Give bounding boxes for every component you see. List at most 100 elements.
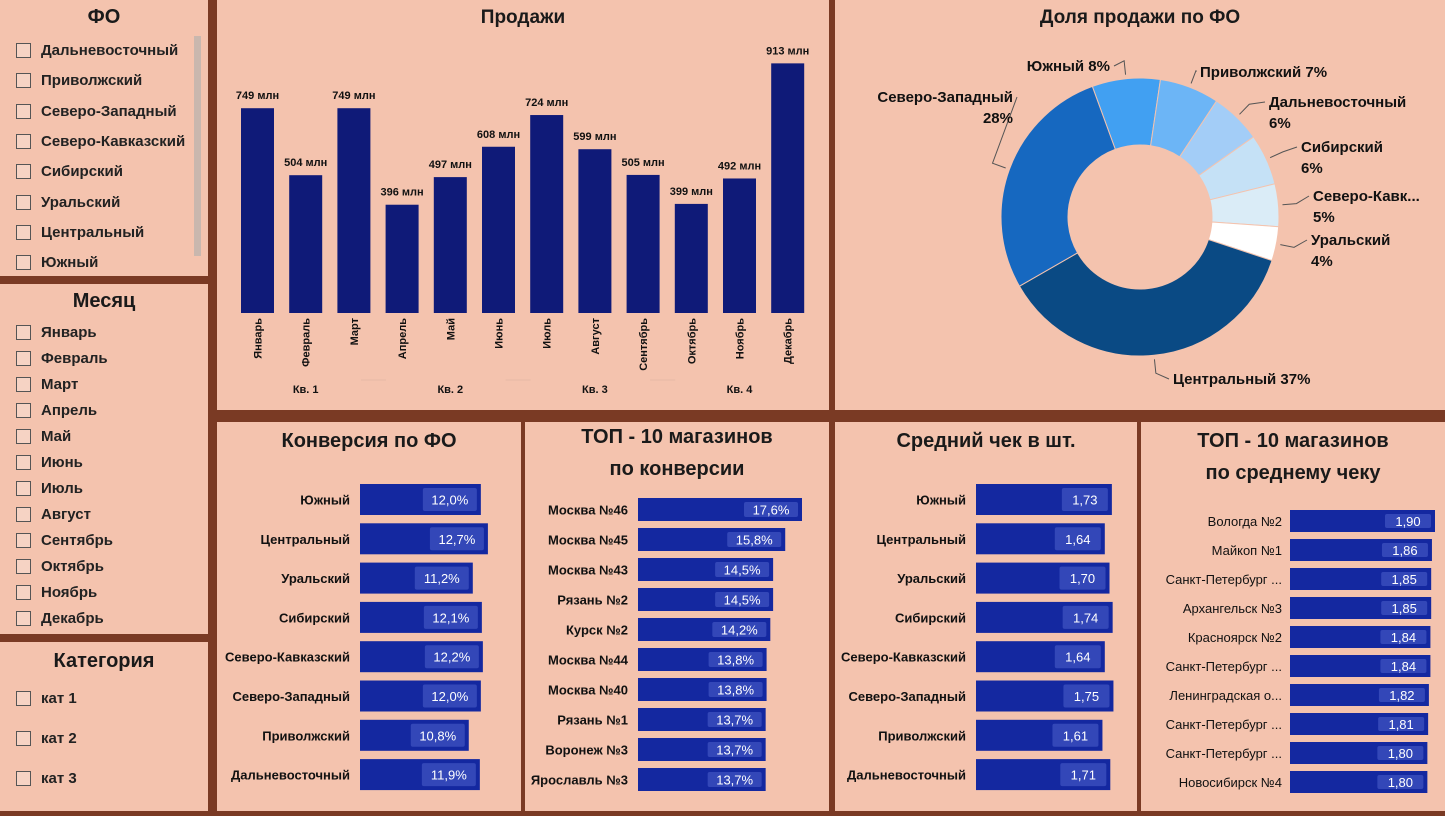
checkbox[interactable] [16, 103, 31, 119]
category-label: Курск №2 [566, 623, 628, 638]
slicer-category-item[interactable]: кат 1 [16, 690, 77, 707]
slicer-month-title: Месяц [72, 290, 136, 312]
slicer-month-item[interactable]: Август [16, 506, 91, 523]
category-label: Санкт-Петербург ... [1166, 746, 1282, 761]
slicer-month-item-label: Сентябрь [41, 532, 113, 549]
slicer-fo-scrollbar[interactable] [194, 36, 201, 256]
data-label-box [1052, 723, 1099, 747]
checkbox[interactable] [16, 559, 31, 574]
data-label: 1,90 [1395, 514, 1420, 529]
checkbox[interactable] [16, 43, 31, 58]
data-label: 13,8% [717, 653, 754, 668]
category-label: Дальневосточный [231, 768, 350, 783]
slicer-fo-item[interactable]: Приволжский [16, 72, 142, 89]
checkbox[interactable] [16, 481, 31, 496]
slicer-month-item-label: Май [41, 428, 72, 445]
slicer-month-item[interactable]: Июнь [16, 454, 83, 471]
slicer-month-item[interactable]: Январь [16, 324, 97, 341]
slicer-fo-item[interactable]: Центральный [16, 224, 144, 241]
checkbox[interactable] [16, 325, 31, 340]
checkbox[interactable] [16, 255, 31, 271]
bar[interactable] [337, 108, 371, 313]
checkbox[interactable] [16, 455, 31, 470]
slicer-fo-item[interactable]: Южный [16, 254, 98, 271]
data-label: 12,2% [433, 650, 470, 665]
slicer-month-item[interactable]: Февраль [16, 350, 108, 367]
data-label: 10,8% [419, 728, 456, 743]
bar[interactable] [723, 178, 756, 313]
data-label-box [1381, 572, 1428, 586]
data-label-box [1378, 717, 1425, 731]
category-label: Северо-Западный [848, 689, 966, 704]
leader-line [1113, 60, 1127, 75]
bar[interactable] [289, 175, 323, 313]
tick-label: Январь [253, 318, 265, 359]
bar[interactable] [482, 146, 515, 313]
category-label: Санкт-Петербург ... [1166, 572, 1282, 587]
sales-chart-panel: Продажи 749 млн Январь 504 млн Февраль 749 мл… [217, 0, 829, 410]
slicer-month-item[interactable]: Май [16, 428, 71, 445]
top-avg-check-panel: ТОП - 10 магазинов по среднему чеку 1,90 Во… [1141, 422, 1445, 811]
bar[interactable] [771, 63, 805, 313]
data-label-box [1054, 645, 1101, 669]
data-label-box [424, 645, 479, 669]
checkbox[interactable] [16, 403, 31, 418]
data-label: 492 млн [718, 160, 761, 172]
checkbox[interactable] [16, 611, 31, 626]
conversion-fo-panel: Конверсия по ФО 12,0% Южный 12,7% Центральны… [217, 422, 521, 811]
checkbox[interactable] [16, 507, 31, 522]
category-label: Воронеж №3 [545, 743, 628, 758]
data-label-box [744, 502, 798, 517]
data-label: 504 млн [284, 157, 327, 169]
bar[interactable] [578, 149, 612, 313]
slicer-fo-item[interactable]: Северо-Западный [16, 103, 177, 120]
slicer-month-item[interactable]: Октябрь [16, 558, 104, 575]
data-label-box [410, 723, 465, 747]
slicer-month-item[interactable]: Декабрь [16, 610, 104, 627]
slicer-fo-item[interactable]: Северо-Кавказский [16, 133, 185, 150]
checkbox[interactable] [16, 73, 31, 89]
checkbox[interactable] [16, 691, 31, 706]
data-label: 1,82 [1389, 688, 1414, 703]
pie-slice[interactable] [1018, 238, 1273, 357]
checkbox[interactable] [16, 771, 31, 786]
checkbox[interactable] [16, 533, 31, 548]
checkbox[interactable] [16, 377, 31, 392]
data-label: 14,5% [724, 563, 761, 578]
bar[interactable] [626, 174, 660, 313]
slicer-month-item[interactable]: Март [16, 376, 78, 393]
slicer-fo-item[interactable]: Уральский [16, 194, 120, 211]
slice-label: Уральский [1311, 232, 1390, 249]
data-label: 14,2% [721, 623, 758, 638]
slicer-month-item[interactable]: Апрель [16, 402, 97, 419]
checkbox[interactable] [16, 731, 31, 746]
checkbox[interactable] [16, 224, 31, 240]
data-label: 12,0% [431, 689, 468, 704]
slicer-fo-item[interactable]: Дальневосточный [16, 42, 178, 59]
checkbox[interactable] [16, 133, 31, 149]
data-label: 399 млн [670, 186, 713, 198]
checkbox[interactable] [16, 351, 31, 366]
slicer-fo-item[interactable]: Сибирский [16, 163, 123, 180]
bar[interactable] [241, 108, 274, 313]
pie-slice[interactable] [1000, 85, 1116, 287]
bar[interactable] [674, 203, 708, 313]
checkbox[interactable] [16, 164, 31, 180]
bar[interactable] [530, 115, 564, 313]
checkbox[interactable] [16, 585, 31, 600]
group-label: Кв. 3 [582, 384, 608, 396]
slicer-month-item[interactable]: Июль [16, 480, 83, 497]
tick-label: Ноябрь [735, 318, 747, 359]
bar[interactable] [385, 204, 419, 313]
data-label: 13,7% [716, 743, 753, 758]
slicer-month-item[interactable]: Сентябрь [16, 532, 113, 549]
slicer-month-item[interactable]: Ноябрь [16, 584, 97, 601]
slicer-category-item[interactable]: кат 2 [16, 730, 77, 747]
checkbox[interactable] [16, 429, 31, 444]
bar[interactable] [433, 177, 467, 313]
leader-line [1280, 239, 1308, 248]
data-label: 1,71 [1071, 768, 1096, 783]
checkbox[interactable] [16, 194, 31, 210]
data-label-box [1063, 684, 1110, 708]
slicer-category-item[interactable]: кат 3 [16, 770, 77, 787]
